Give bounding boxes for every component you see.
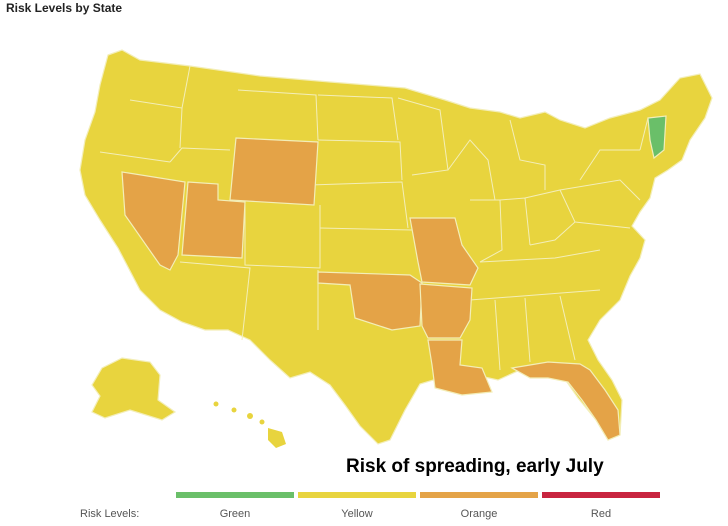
state-alaska xyxy=(91,357,177,421)
state-louisiana xyxy=(427,339,493,396)
legend-item-green: Green xyxy=(176,492,294,522)
legend-item-red: Red xyxy=(542,492,660,522)
state-florida xyxy=(510,361,621,441)
state-oklahoma xyxy=(317,271,423,331)
state-borders xyxy=(99,65,649,371)
legend-text-red: Red xyxy=(590,508,612,520)
map-title: Risk Levels by State xyxy=(6,1,123,15)
legend-swatch-green xyxy=(176,492,294,498)
state-utah xyxy=(181,181,246,259)
map-caption: Risk of spreading, early July xyxy=(346,456,604,477)
state-nevada xyxy=(121,171,186,271)
state-wyoming xyxy=(229,137,319,206)
state-hawaii xyxy=(213,401,286,448)
legend-text-yellow: Yellow xyxy=(341,508,373,520)
state-vermont xyxy=(647,115,667,160)
legend-swatch-red xyxy=(542,492,660,498)
state-missouri xyxy=(409,217,479,286)
state-arkansas xyxy=(419,283,473,339)
legend-item-orange: Orange xyxy=(420,492,538,522)
legend-text-green: Green xyxy=(219,508,251,520)
legend-swatch-orange xyxy=(420,492,538,498)
legend-text-orange: Orange xyxy=(460,508,498,520)
legend-swatch-yellow xyxy=(298,492,416,498)
legend-label: Risk Levels: xyxy=(80,508,140,520)
legend-item-yellow: Yellow xyxy=(298,492,416,522)
orange-states xyxy=(121,137,621,441)
